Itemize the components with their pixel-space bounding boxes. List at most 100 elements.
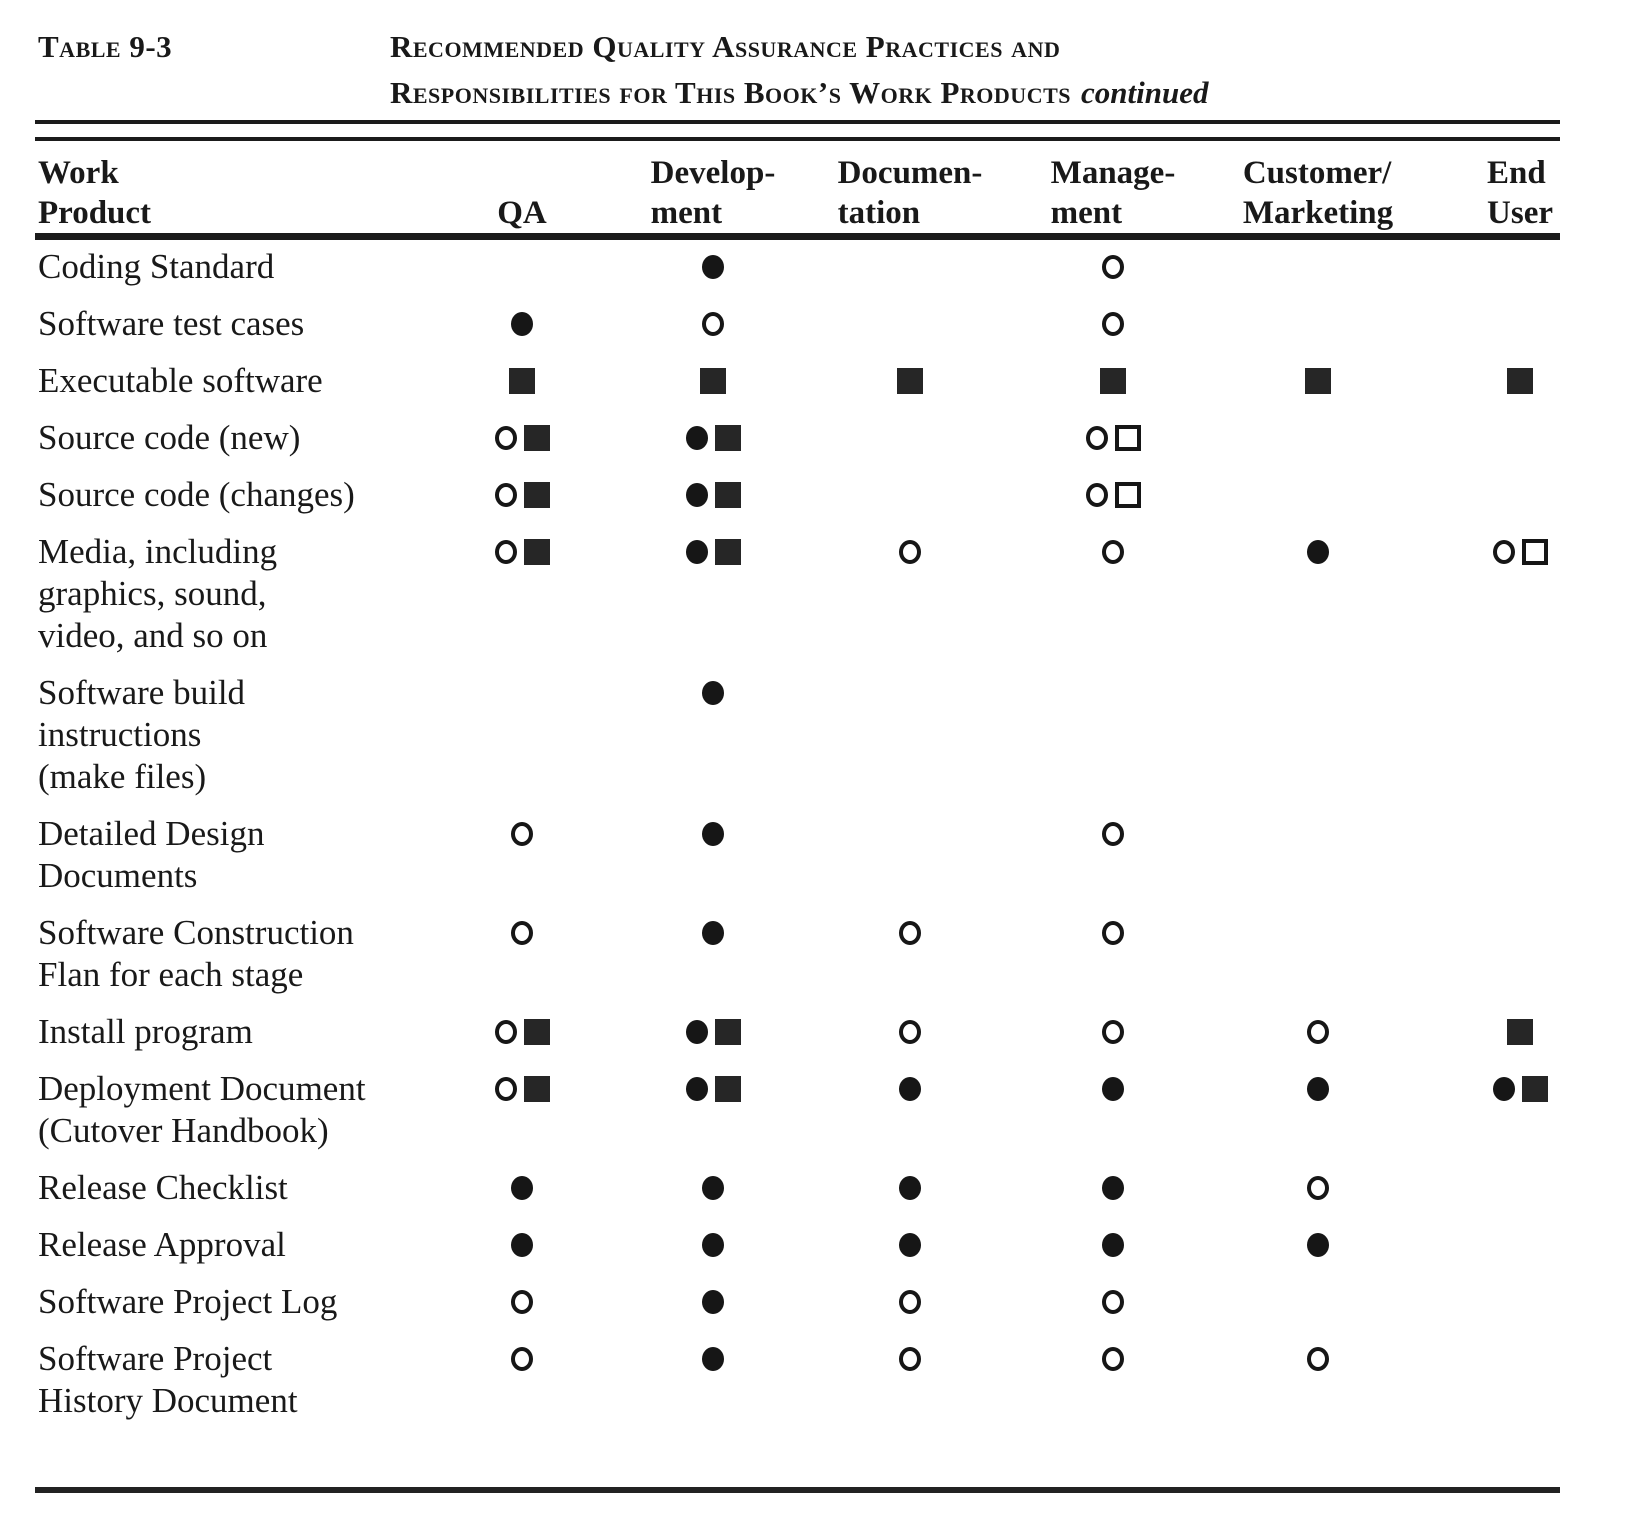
cell-documentation — [810, 1167, 1010, 1209]
filled-circle-icon — [899, 1176, 921, 1200]
cell-customer-marketing — [1216, 417, 1420, 459]
filled-square-icon — [1507, 1019, 1533, 1045]
row-label-line: Release Approval — [38, 1225, 286, 1264]
cell-customer-marketing — [1216, 246, 1420, 288]
row-label: Deployment Document (Cutover Handbook) — [0, 1068, 428, 1152]
open-circle-icon — [494, 1077, 517, 1101]
cell-qa — [428, 1068, 616, 1152]
cell-qa — [428, 1338, 616, 1422]
column-header-line: ment — [650, 195, 723, 231]
filled-square-icon — [1100, 368, 1126, 394]
row-label-line: Source code (new) — [38, 418, 301, 457]
filled-square-icon — [700, 368, 726, 394]
table-row: Source code (new) — [0, 417, 1642, 474]
cell-documentation — [810, 1011, 1010, 1053]
row-label-line: Software build — [38, 673, 246, 712]
cell-qa — [428, 1281, 616, 1323]
filled-square-icon — [714, 1076, 741, 1102]
row-label-line: Software test cases — [38, 304, 305, 343]
column-header-line: Product — [38, 195, 152, 231]
row-label-line: Software Construction — [38, 913, 354, 952]
row-label: Install program — [0, 1011, 428, 1053]
open-circle-icon — [1307, 1347, 1329, 1371]
row-label: Software test cases — [0, 303, 428, 345]
column-header-line: Documen- — [837, 155, 983, 191]
cell-management — [1010, 303, 1216, 345]
cell-management — [1010, 1011, 1216, 1053]
filled-square-icon — [523, 425, 550, 451]
filled-square-icon — [523, 539, 550, 565]
cell-development — [616, 417, 810, 459]
row-label-line: Software Project — [38, 1339, 273, 1378]
open-square-icon — [1114, 425, 1141, 451]
filled-circle-icon — [1102, 1176, 1124, 1200]
row-label-line: Documents — [38, 856, 198, 895]
table-title-line2: Responsibilities for This Book’s Work Pr… — [390, 70, 1208, 116]
row-label: Software Construction Flan for each stage — [0, 912, 428, 996]
open-square-icon — [1521, 539, 1548, 565]
table-title-continued: continued — [1081, 75, 1209, 110]
row-label-line: Executable software — [38, 361, 323, 400]
filled-circle-icon — [685, 426, 708, 450]
cell-end-user — [1420, 672, 1620, 798]
filled-circle-icon — [1492, 1077, 1515, 1101]
cell-management — [1010, 246, 1216, 288]
table-row: Source code (changes) — [0, 474, 1642, 531]
cell-development — [616, 672, 810, 798]
cell-development — [616, 1224, 810, 1266]
filled-circle-icon — [511, 1176, 533, 1200]
open-circle-icon — [511, 921, 533, 945]
column-header-line: Marketing — [1242, 195, 1394, 231]
cell-qa — [428, 1167, 616, 1209]
table-row: Software Project Log — [0, 1281, 1642, 1338]
cell-qa — [428, 360, 616, 402]
filled-circle-icon — [899, 1233, 921, 1257]
row-label-line: Source code (changes) — [38, 475, 355, 514]
open-circle-icon — [899, 1347, 921, 1371]
cell-qa — [428, 474, 616, 516]
cell-development — [616, 474, 810, 516]
open-circle-icon — [899, 540, 921, 564]
filled-square-icon — [523, 482, 550, 508]
cell-customer-marketing — [1216, 303, 1420, 345]
row-label-line: Media, including — [38, 532, 278, 571]
filled-circle-icon — [702, 1290, 724, 1314]
cell-development — [616, 813, 810, 897]
open-circle-icon — [494, 540, 517, 564]
column-header-end-user: End User — [1420, 153, 1620, 233]
cell-development — [616, 1338, 810, 1422]
filled-circle-icon — [1102, 1233, 1124, 1257]
column-header-line: QA — [497, 195, 547, 231]
cell-end-user — [1420, 474, 1620, 516]
cell-qa — [428, 813, 616, 897]
row-label-line: video, and so on — [38, 616, 268, 655]
cell-management — [1010, 1224, 1216, 1266]
filled-square-icon — [714, 1019, 741, 1045]
cell-documentation — [810, 531, 1010, 657]
filled-square-icon — [714, 482, 741, 508]
open-circle-icon — [494, 426, 517, 450]
cell-documentation — [810, 912, 1010, 996]
cell-qa — [428, 531, 616, 657]
table-title: Recommended Quality Assurance Practices … — [390, 24, 1208, 116]
column-header-line: User — [1487, 195, 1553, 231]
cell-management — [1010, 1167, 1216, 1209]
cell-management — [1010, 1281, 1216, 1323]
filled-circle-icon — [1307, 1077, 1329, 1101]
column-header-line: End — [1487, 155, 1546, 191]
filled-circle-icon — [702, 1233, 724, 1257]
column-header-line: ment — [1050, 195, 1123, 231]
cell-customer-marketing — [1216, 813, 1420, 897]
filled-circle-icon — [685, 1077, 708, 1101]
table-row: Install program — [0, 1011, 1642, 1068]
open-circle-icon — [1492, 540, 1515, 564]
row-label-line: Coding Standard — [38, 247, 275, 286]
cell-qa — [428, 1224, 616, 1266]
column-header-work-product: Work Product — [0, 153, 428, 233]
cell-documentation — [810, 246, 1010, 288]
cell-end-user — [1420, 303, 1620, 345]
filled-square-icon — [1507, 368, 1533, 394]
cell-customer-marketing — [1216, 474, 1420, 516]
table-row: Software test cases — [0, 303, 1642, 360]
table-row: Executable software — [0, 360, 1642, 417]
